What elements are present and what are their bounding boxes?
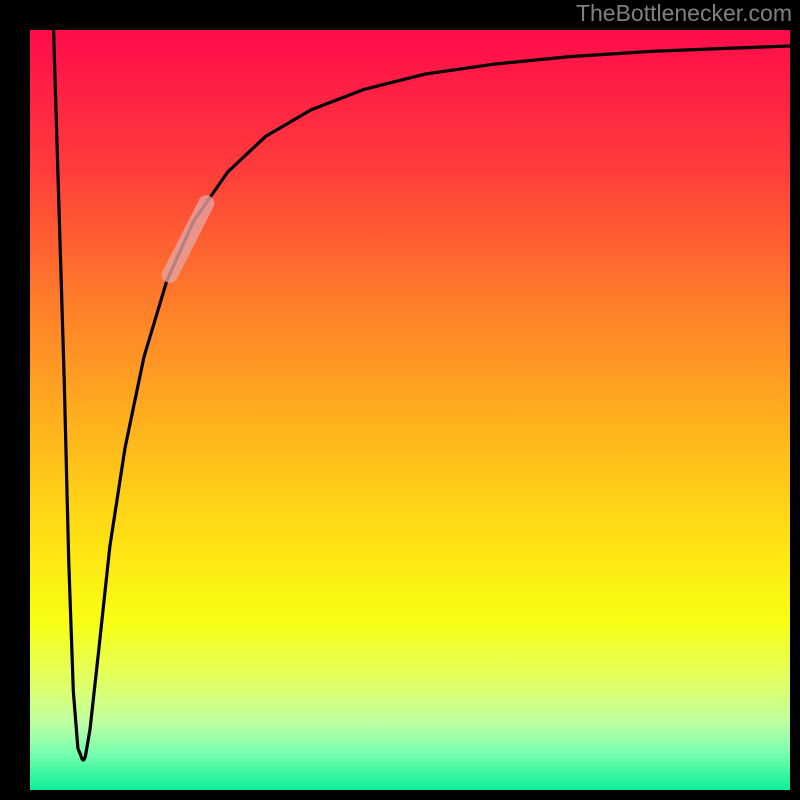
plot-background	[30, 30, 790, 790]
chart-svg	[0, 0, 800, 800]
chart-container: TheBottlenecker.com	[0, 0, 800, 800]
watermark-text: TheBottlenecker.com	[576, 0, 792, 27]
